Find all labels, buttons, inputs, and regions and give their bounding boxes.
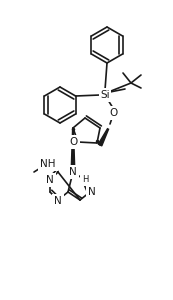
Text: N: N xyxy=(46,175,54,185)
Text: N: N xyxy=(88,187,96,197)
Text: N: N xyxy=(88,187,96,197)
Text: Si: Si xyxy=(100,90,110,100)
Text: H: H xyxy=(82,176,88,184)
Text: O: O xyxy=(70,137,78,147)
Text: N: N xyxy=(69,167,77,177)
Polygon shape xyxy=(98,129,108,146)
Text: H: H xyxy=(82,176,88,184)
Text: NH: NH xyxy=(40,159,56,169)
Text: O: O xyxy=(110,108,118,118)
Polygon shape xyxy=(71,128,75,170)
Text: N: N xyxy=(54,196,62,206)
Text: NH: NH xyxy=(40,159,56,169)
Text: O: O xyxy=(109,108,117,118)
Text: O: O xyxy=(71,136,79,146)
Text: Si: Si xyxy=(100,90,110,100)
Text: N: N xyxy=(53,195,61,205)
Text: N: N xyxy=(69,167,77,177)
Text: N: N xyxy=(45,175,53,185)
